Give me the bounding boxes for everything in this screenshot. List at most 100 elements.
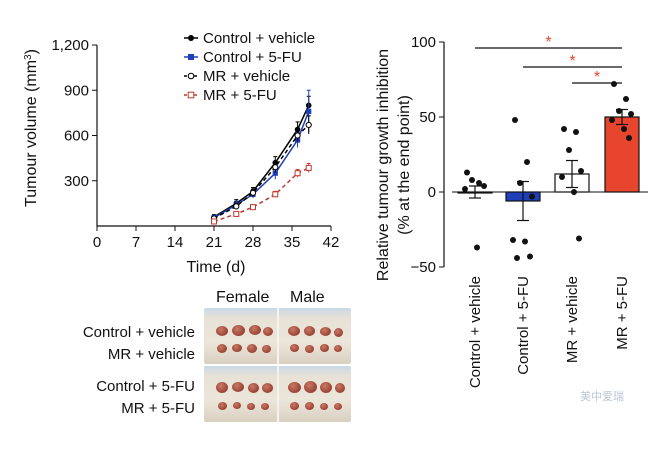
bar-data-point: [462, 186, 468, 192]
line-chart-x-axis-label: Time (d): [187, 259, 246, 276]
line-point: [306, 108, 312, 114]
legend-marker: [187, 91, 195, 99]
tumour-photo-5fu: [204, 366, 351, 422]
legend-label: Control + 5-FU: [203, 49, 302, 66]
line-point: [272, 170, 278, 176]
line-point: [305, 121, 312, 129]
line-chart-series: [210, 89, 312, 225]
line-series-2: [210, 115, 312, 222]
line-chart-x-tick-label: 14: [167, 234, 184, 251]
bar-chart-y-tick-label: 50: [419, 109, 436, 126]
bar-category-label: MR + 5-FU: [614, 276, 631, 350]
bar-data-point: [566, 147, 572, 153]
bar-chart-y-axis-label-line1: Relative tumour growth inhibition: [375, 49, 392, 281]
bar-data-point: [559, 174, 565, 180]
line-chart-x-tick-label: 42: [323, 234, 340, 251]
legend-marker: [187, 72, 195, 80]
line-chart-y-tick-label: 600: [64, 128, 89, 145]
bar-chart-y-tick-label: 100: [411, 34, 436, 51]
line-point: [233, 210, 240, 217]
photo-row-label-mr-5fu: MR + 5-FU: [121, 400, 195, 417]
bar-data-point: [474, 244, 480, 251]
bar-data-point: [524, 159, 530, 165]
bar-category-label: Control + vehicle: [467, 276, 484, 388]
line-series-0: [211, 95, 312, 220]
bar-data-point: [476, 180, 482, 186]
line-chart-y-tick-label: 300: [64, 173, 89, 190]
bar-data-point: [576, 235, 582, 242]
bar-chart-y-tick-label: −50: [411, 259, 436, 276]
line-chart-y-tick-label: 900: [64, 82, 89, 99]
line-chart-x-tick-label: 35: [284, 234, 301, 251]
significance-star: *: [545, 34, 551, 51]
significance-star: *: [569, 53, 575, 70]
line-series-path: [213, 105, 310, 218]
line-chart-x-tick-label: 28: [245, 234, 262, 251]
bar-data-point: [626, 135, 632, 141]
bar-data-point: [571, 189, 577, 195]
bar-data-point: [510, 237, 516, 243]
bar-data-point: [517, 180, 523, 186]
bar-chart-category-labels: Control + vehicle Control + 5-FU MR + vehi…: [467, 276, 631, 388]
bar-chart-bars: [457, 108, 640, 222]
legend-label: MR + vehicle: [203, 68, 290, 85]
legend-marker: [188, 54, 194, 60]
bar-data-point: [578, 168, 584, 174]
growth-inhibition-bar-chart: Relative tumour growth inhibition (% at …: [375, 34, 648, 388]
bar-data-point: [573, 129, 579, 135]
photo-column-label-female: Female: [216, 289, 270, 306]
photo-column-label-male: Male: [290, 289, 325, 306]
line-point: [233, 203, 240, 210]
line-chart-x-tick-label: 7: [132, 234, 140, 251]
line-point: [272, 164, 279, 171]
bar-data-point: [616, 108, 622, 114]
bar-data-point: [527, 253, 533, 260]
tumour-photo-vehicle: [204, 308, 351, 364]
bar-chart-y-tick-label: 0: [428, 184, 436, 201]
bar-data-point: [514, 255, 520, 261]
significance-star: *: [594, 69, 600, 86]
legend-marker: [188, 35, 194, 41]
line-series-path: [213, 167, 310, 223]
line-point: [211, 218, 217, 225]
bar-data-point: [529, 193, 535, 200]
line-series-1: [211, 89, 312, 221]
line-point: [305, 164, 312, 171]
bar-category-label: MR + vehicle: [564, 276, 581, 363]
bar-data-point: [611, 81, 617, 87]
line-chart-y-axis-label: Tumour volume (mm3): [23, 49, 41, 207]
photo-row-label-control-5fu: Control + 5-FU: [96, 378, 195, 395]
bar-data-point: [628, 111, 634, 117]
line-chart-x-tick-label: 21: [206, 234, 223, 251]
line-point: [272, 191, 279, 198]
bar-data-point: [512, 117, 518, 123]
photo-row-label-mr-vehicle: MR + vehicle: [107, 346, 195, 363]
line-chart-x-tick-label: 0: [93, 234, 101, 251]
bar-chart-significance: * * *: [475, 34, 622, 86]
legend-label: MR + 5-FU: [203, 87, 277, 104]
bar-data-point: [464, 169, 470, 176]
tumour-volume-line-chart: Tumour volume (mm3) Time (d) 0 7 14 21 28 35 4…: [23, 30, 340, 276]
legend-label: Control + vehicle: [203, 30, 315, 47]
line-point: [250, 204, 256, 211]
bar-data-point: [623, 96, 629, 102]
bar-data-point: [522, 238, 528, 245]
line-point: [249, 189, 257, 196]
watermark: 美中爱瑞: [580, 391, 624, 403]
line-point: [294, 170, 301, 177]
line-chart-legend: Control + vehicle Control + 5-FU MR + vehi…: [184, 30, 315, 104]
line-chart-axes: 0 7 14 21 28 35 42 300 600 900 1,200: [51, 37, 339, 251]
photo-row-label-control-vehicle: Control + vehicle: [82, 324, 195, 341]
line-chart-y-tick-label: 1,200: [51, 37, 89, 54]
bar-data-point: [561, 126, 567, 132]
bar-category-label: Control + 5-FU: [515, 276, 532, 375]
line-series-3: [211, 162, 312, 225]
line-point: [294, 132, 301, 139]
bar-data-point: [469, 177, 475, 183]
bar-chart-points: [462, 81, 634, 261]
line-series-path: [213, 124, 310, 220]
bar-data-point: [481, 183, 487, 189]
bar-data-point: [609, 117, 615, 123]
bar-data-point: [621, 126, 627, 132]
